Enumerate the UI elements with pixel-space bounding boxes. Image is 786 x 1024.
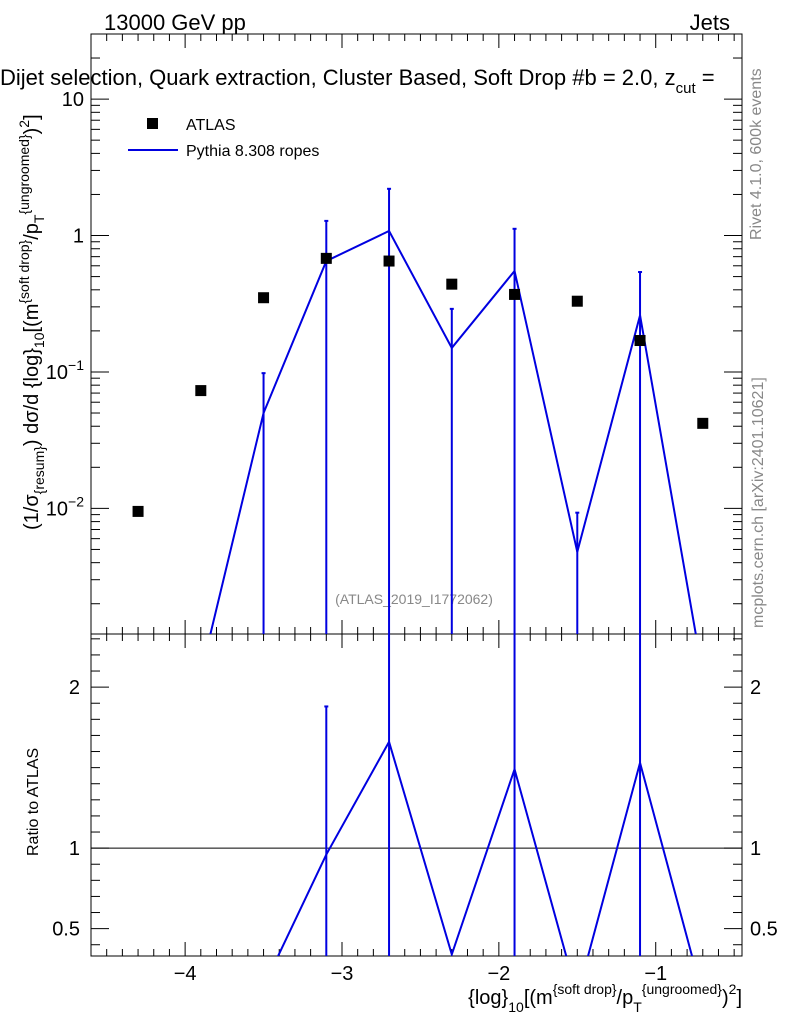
pythia-line — [209, 229, 697, 634]
axis-ticks: −4 −3 −2 −1 10−2 10−1 1 10 0.5 0.5 1 1 2 2 — [46, 33, 778, 985]
atlas-point — [383, 255, 395, 267]
atlas-point — [132, 505, 144, 517]
main-y-axis-label: (1/σ{resum}) dσ/d {log}10[(m{soft drop}/… — [16, 114, 47, 530]
main-plot-area — [132, 187, 709, 634]
analysis-watermark: (ATLAS_2019_I1772062) — [335, 591, 493, 607]
ratio-y-tick-label-right: 0.5 — [750, 919, 778, 941]
main-panel-data — [132, 187, 709, 634]
y-tick-label: 10 — [62, 89, 84, 111]
x-axis-label: {log}10[(m{soft drop}/pT{ungroomed})2] — [468, 981, 742, 1015]
atlas-point — [634, 335, 646, 347]
atlas-point — [195, 385, 207, 397]
ratio-y-tick-label: 2 — [69, 677, 80, 699]
y-tick-label: 10−2 — [46, 493, 84, 520]
x-tick-label: −1 — [644, 963, 667, 985]
mcplots-label: mcplots.cern.ch [arXiv:2401.10621] — [750, 377, 767, 628]
x-tick-label: −2 — [487, 963, 510, 985]
rivet-label: Rivet 4.1.0, 600k events — [748, 68, 765, 240]
atlas-point — [258, 292, 270, 304]
atlas-point — [446, 278, 458, 290]
atlas-point — [571, 295, 583, 307]
atlas-point — [697, 417, 709, 429]
legend-atlas-marker — [147, 118, 158, 129]
ratio-y-tick-label-right: 1 — [750, 838, 761, 860]
ratio-y-tick-label-right: 2 — [750, 677, 761, 699]
ratio-panel-data — [91, 634, 742, 956]
y-tick-label: 1 — [73, 226, 84, 248]
ratio-y-axis-label: Ratio to ATLAS — [25, 748, 42, 856]
x-tick-label: −4 — [174, 963, 197, 985]
y-tick-label: 10−1 — [46, 357, 84, 384]
ratio-panel-frame — [90, 633, 743, 957]
ratio-pythia-line — [276, 739, 694, 956]
process-label: Jets — [690, 10, 730, 35]
atlas-point — [509, 288, 521, 300]
ratio-y-tick-label: 0.5 — [52, 919, 80, 941]
ratio-y-tick-label: 1 — [69, 838, 80, 860]
legend-pythia-label: Pythia 8.308 ropes — [186, 143, 319, 160]
plot-title: Dijet selection, Quark extraction, Clust… — [0, 65, 715, 97]
atlas-point — [320, 252, 332, 264]
legend-atlas-label: ATLAS — [186, 117, 236, 134]
energy-label: 13000 GeV pp — [104, 10, 246, 35]
ratio-plot-area — [91, 634, 742, 956]
x-tick-label: −3 — [331, 963, 354, 985]
